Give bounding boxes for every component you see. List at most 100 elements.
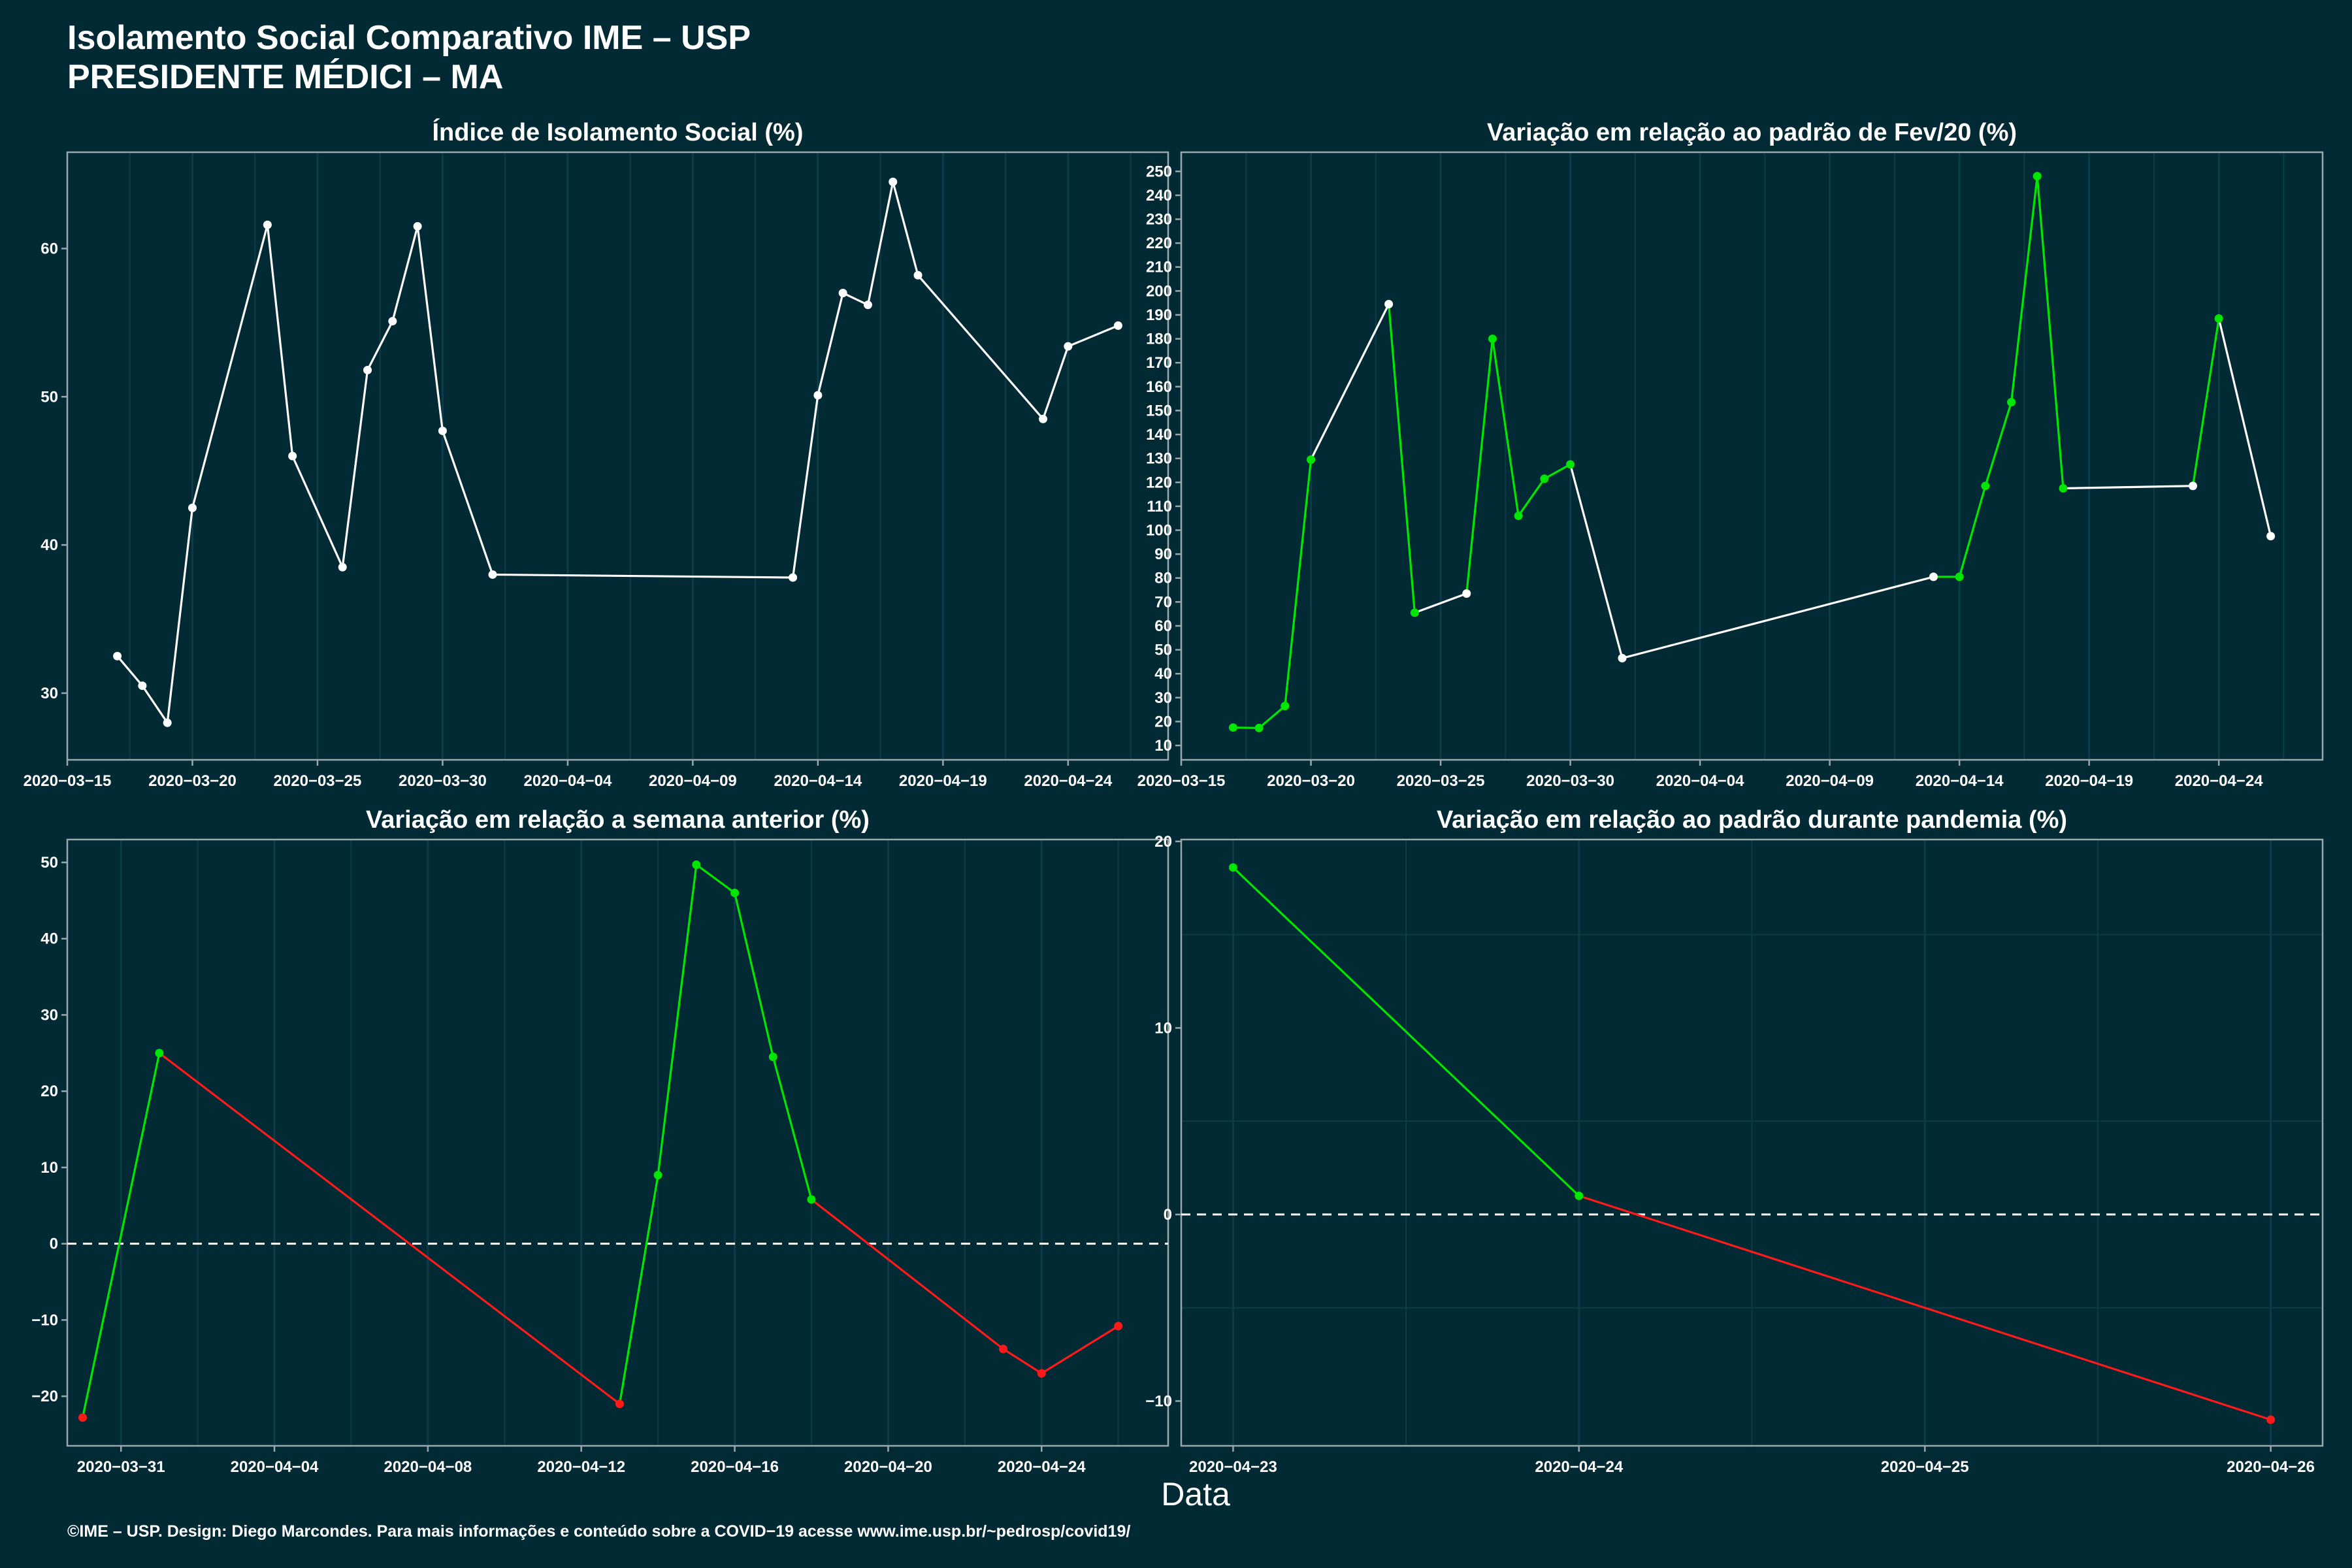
data-point [1540,474,1549,483]
y-tick-label: 60 [1154,617,1172,635]
data-point [1410,608,1419,617]
series-segment [158,1052,621,1405]
x-tick-label: 2020−04−12 [537,1458,625,1476]
y-tick-label: 100 [1146,522,1172,540]
data-point [2214,314,2223,323]
y-tick-label: 250 [1146,163,1172,180]
data-point [1575,1191,1584,1200]
y-tick-label: 10 [1154,1019,1172,1037]
series-segment [917,274,1044,420]
data-point [838,288,847,297]
data-point [1981,482,1990,491]
panel-border [66,838,1169,1447]
panel-title: Variação em relação ao padrão durante pa… [1437,806,2067,834]
series-segment [1041,1325,1119,1375]
y-tick-label: 60 [41,240,58,257]
series-segment [1388,304,1416,613]
series-segment [772,1056,813,1200]
data-point [807,1195,816,1204]
data-point [1114,1322,1123,1331]
series-segment [2217,318,2272,537]
data-point [692,860,701,870]
y-tick-label: 200 [1146,282,1172,300]
series-segment [1578,1194,2272,1421]
data-point [863,301,872,310]
y-tick-label: 40 [41,930,58,948]
series-segment [1984,402,2013,487]
x-tick-label: 2020−04−23 [1189,1458,1277,1476]
x-tick-label: 2020−04−25 [1881,1458,1969,1476]
data-point [1064,342,1073,351]
data-point [913,270,923,280]
y-tick-label: 20 [1154,713,1172,730]
series-segment [1068,324,1119,348]
series-segment [191,224,269,508]
data-point [2188,482,2197,491]
series-segment [866,182,894,305]
data-point [113,651,122,661]
series-segment [367,320,394,371]
y-tick-label: 50 [41,854,58,872]
x-tick-label: 2020−04−24 [1024,772,1112,790]
data-point [813,391,823,400]
y-tick-label: 70 [1154,593,1172,611]
data-point [653,1171,662,1180]
y-tick-label: 190 [1146,306,1172,324]
y-tick-label: 230 [1146,211,1172,229]
series-segment [1284,459,1313,706]
figure-subtitle: PRESIDENTE MÉDICI – MA [67,58,504,96]
x-tick-label: 2020−04−24 [2175,772,2263,790]
x-tick-label: 2020−03−25 [274,772,362,790]
data-point [1037,1369,1046,1378]
data-point [2007,398,2016,407]
x-tick-label: 2020−04−14 [1916,772,2004,790]
panel-title: Índice de Isolamento Social (%) [432,118,803,146]
x-tick-label: 2020−04−09 [649,772,737,790]
data-point [2266,532,2276,541]
data-point [263,220,272,229]
data-point [413,221,422,231]
data-point [1039,414,1048,423]
y-tick-label: 170 [1146,354,1172,372]
y-tick-label: 30 [1154,689,1172,707]
series-segment [2191,318,2220,487]
panel-border [1180,151,2324,761]
data-point [488,570,497,579]
x-tick-label: 2020−04−19 [899,772,987,790]
series-segment [817,293,844,396]
y-tick-label: 20 [1154,833,1172,851]
data-point [889,177,898,186]
x-tick-label: 2020−04−24 [1535,1458,1623,1476]
data-point [789,573,798,582]
y-tick-label: 220 [1146,235,1172,252]
series-segment [341,370,369,568]
footer-credits: ©IME – USP. Design: Diego Marcondes. Par… [67,1522,1131,1541]
data-point [363,365,372,374]
series-segment [657,864,698,1175]
x-tick-label: 2020−04−04 [231,1458,319,1476]
data-point [730,889,740,898]
data-point [78,1413,87,1422]
series-segment [1517,478,1546,517]
series-segment [842,292,869,306]
data-point [2033,172,2042,181]
x-tick-label: 2020−03−15 [24,772,112,790]
series-segment [734,892,774,1058]
data-point [1462,589,1471,598]
x-tick-label: 2020−04−26 [2227,1458,2315,1476]
data-point [1254,723,1264,732]
series-segment [493,573,793,579]
data-point [1228,863,1237,872]
data-point [768,1053,777,1062]
panel-title: Variação em relação ao padrão de Fev/20 … [1487,119,2017,146]
y-tick-label: 20 [41,1083,58,1100]
panel-title: Variação em relação a semana anterior (%… [366,806,870,834]
data-point [999,1345,1008,1354]
series-segment [1042,346,1070,419]
x-tick-label: 2020−03−15 [1137,772,1226,790]
data-point [1566,460,1575,469]
series-segment [1414,593,1467,614]
data-point [1307,455,1316,464]
